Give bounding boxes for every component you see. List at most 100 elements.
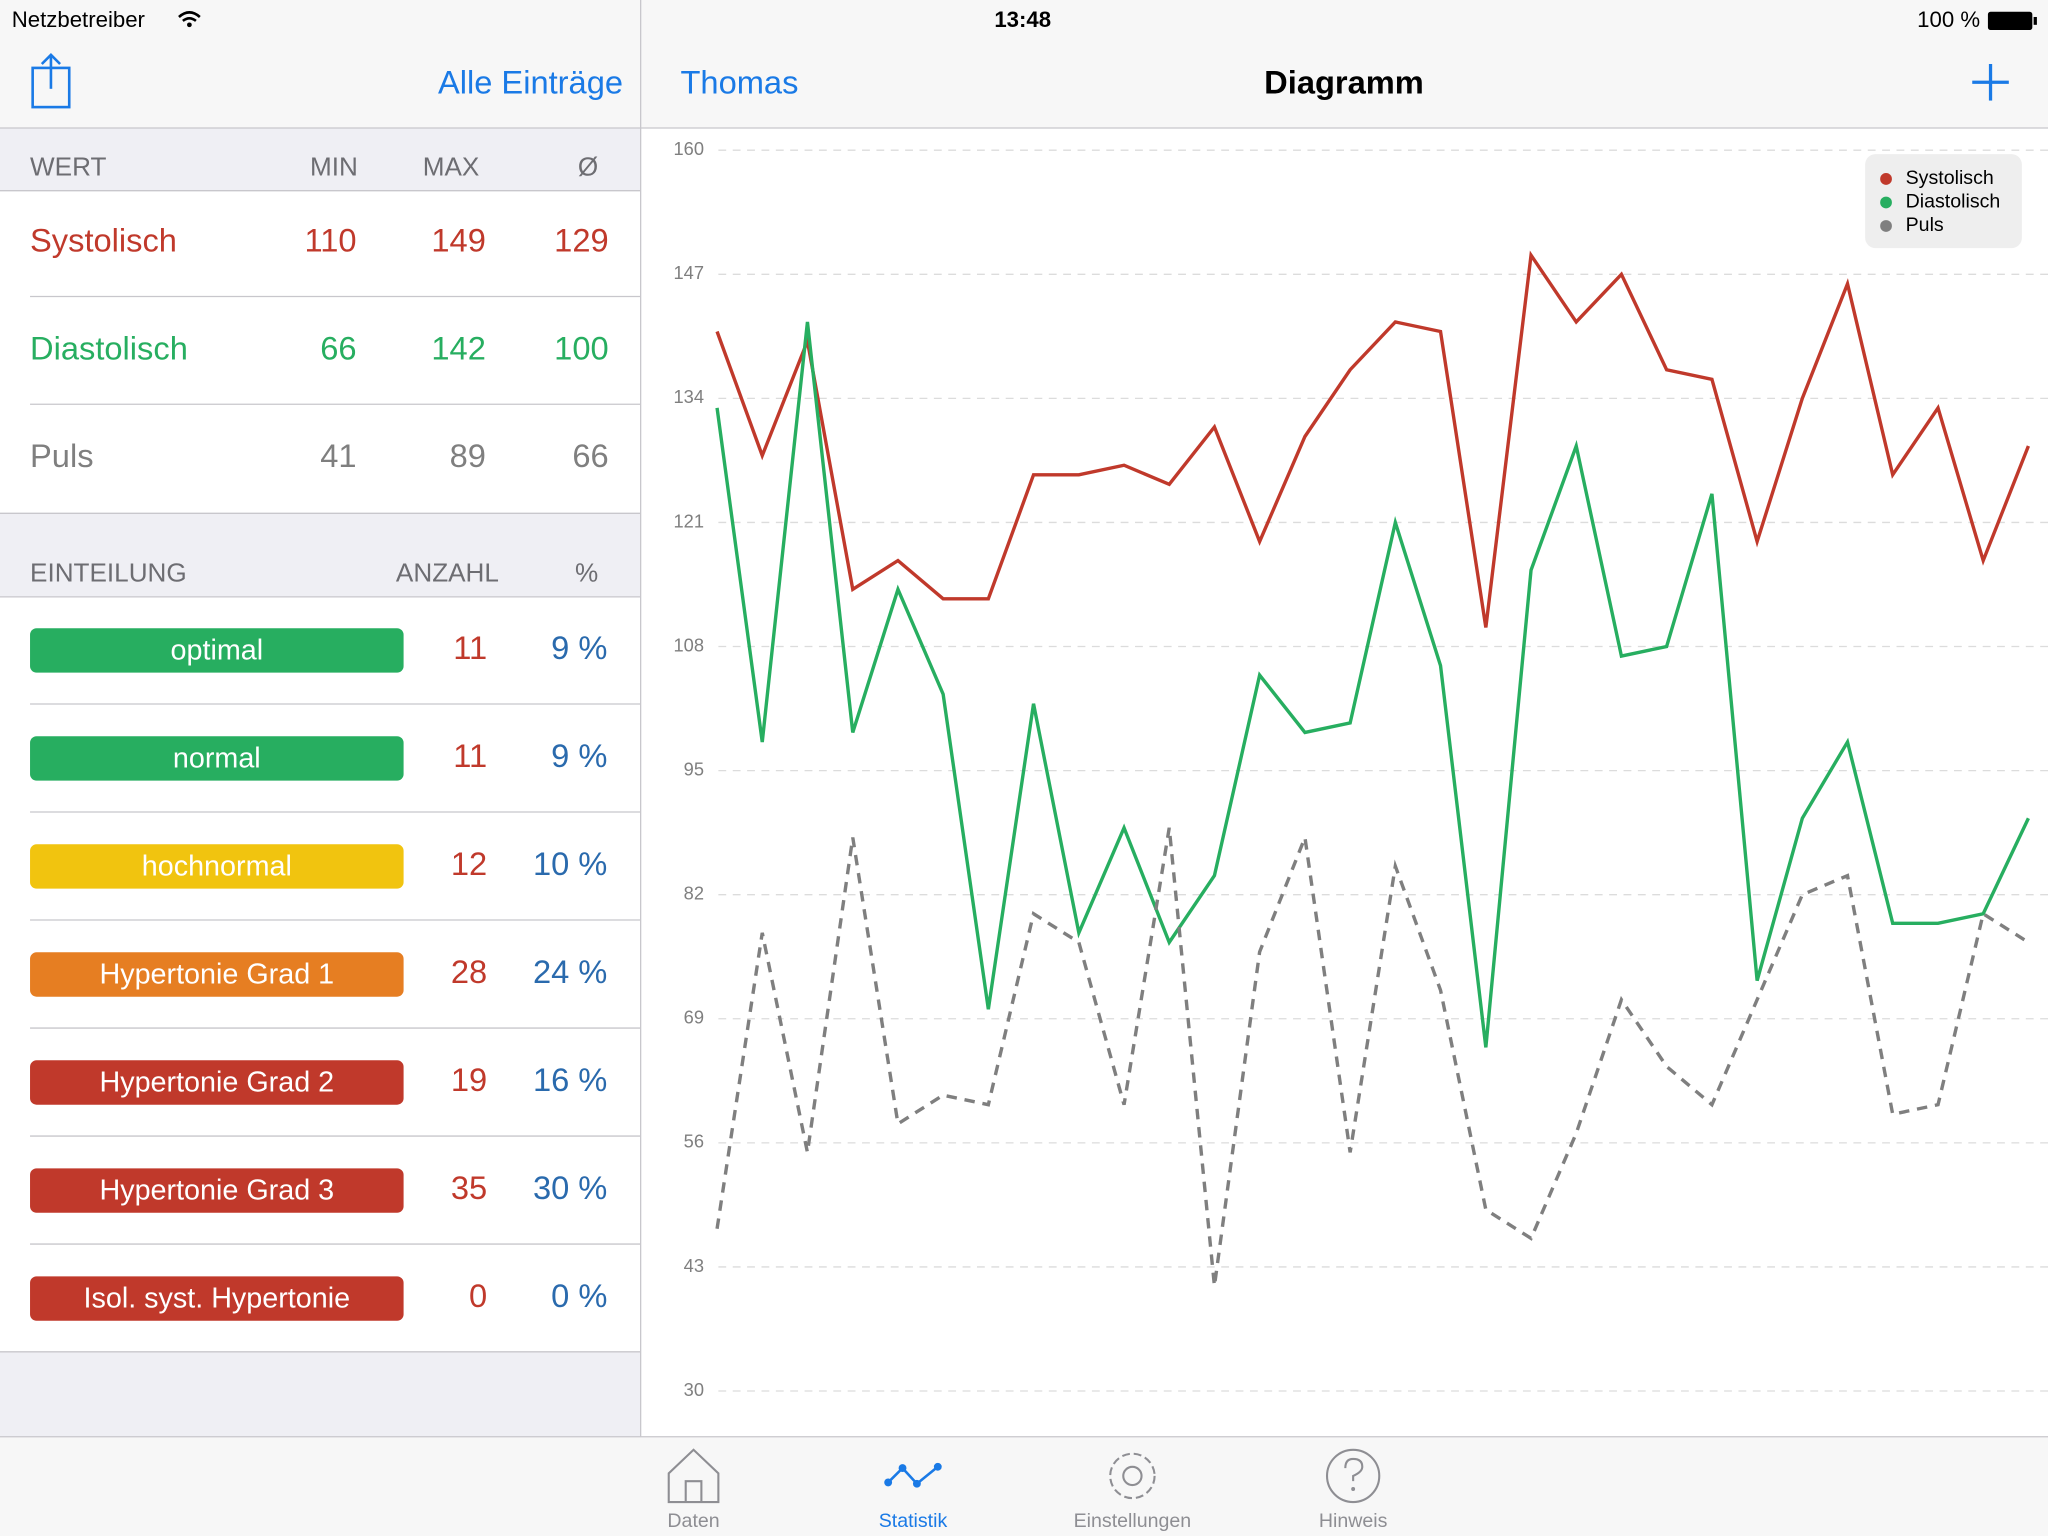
series-line xyxy=(715,827,2030,1287)
class-count: 35 xyxy=(451,1169,487,1206)
back-button[interactable]: Thomas xyxy=(680,64,798,101)
column-header: WERT xyxy=(30,151,106,181)
y-tick-label: 95 xyxy=(684,758,704,779)
share-button[interactable] xyxy=(31,53,71,109)
column-header: ANZAHL xyxy=(396,558,499,588)
legend-label: Diastolisch xyxy=(1906,191,2001,213)
class-count: 0 xyxy=(469,1277,487,1314)
stat-cell: Systolisch xyxy=(30,222,177,259)
class-label: optimal xyxy=(171,634,264,666)
nav-bar xyxy=(0,0,2048,128)
class-badge xyxy=(30,1060,404,1105)
nav-title: Diagramm xyxy=(1264,64,1424,101)
class-count: 19 xyxy=(451,1061,487,1098)
stat-cell: 66 xyxy=(320,329,356,366)
y-tick-label: 56 xyxy=(684,1131,704,1152)
class-label: normal xyxy=(173,742,261,774)
tab-icon-stats xyxy=(933,1462,942,1471)
tab-icon-stats xyxy=(887,1465,939,1486)
clock: 13:48 xyxy=(994,7,1051,32)
tab-icon-help xyxy=(1325,1448,1381,1504)
class-label: Hypertonie Grad 3 xyxy=(99,1174,334,1206)
class-count: 28 xyxy=(451,953,487,990)
tab-icon-help xyxy=(1344,1457,1364,1482)
carrier: Netzbetreiber xyxy=(12,7,146,32)
tab-label[interactable]: Daten xyxy=(667,1510,719,1532)
stat-cell: 142 xyxy=(431,329,485,366)
class-percent: 30 % xyxy=(533,1169,607,1206)
stat-cell: Puls xyxy=(30,437,94,474)
class-percent: 9 % xyxy=(551,629,607,666)
class-badge xyxy=(30,1168,404,1213)
column-header: Ø xyxy=(578,151,598,181)
wifi-icon xyxy=(178,11,201,22)
y-tick-label: 108 xyxy=(674,634,704,655)
class-percent: 10 % xyxy=(533,845,607,882)
wifi-icon xyxy=(187,22,192,28)
tab-icon-stats xyxy=(912,1479,921,1488)
y-tick-label: 134 xyxy=(674,386,704,407)
column-header: % xyxy=(575,558,598,588)
y-tick-label: 121 xyxy=(674,510,704,531)
class-count: 11 xyxy=(453,737,487,774)
class-count: 12 xyxy=(451,845,487,882)
legend-box xyxy=(1865,154,2022,249)
legend-swatch xyxy=(1880,220,1892,232)
stat-cell: Diastolisch xyxy=(30,329,188,366)
stat-cell: 110 xyxy=(305,222,357,259)
stat-cell: 89 xyxy=(450,437,486,474)
y-tick-label: 160 xyxy=(674,138,704,159)
class-percent: 24 % xyxy=(533,953,607,990)
content: Daten Statistik Einstellungen Hinweis WERT MI… xyxy=(30,138,2048,1532)
share-icon xyxy=(40,53,62,65)
column-header: MIN xyxy=(310,151,358,181)
class-label: hochnormal xyxy=(142,850,292,882)
class-percent: 9 % xyxy=(551,737,607,774)
y-tick-label: 43 xyxy=(684,1255,704,1276)
class-badge xyxy=(30,736,404,781)
add-button[interactable] xyxy=(1972,63,2009,101)
stat-cell: 100 xyxy=(554,329,608,366)
class-percent: 16 % xyxy=(533,1061,607,1098)
y-tick-label: 82 xyxy=(684,883,704,904)
tab-icon-home xyxy=(667,1448,720,1504)
legend-swatch xyxy=(1880,173,1892,185)
class-badge xyxy=(30,1276,404,1321)
tab-icon-settings xyxy=(1109,1452,1156,1500)
class-percent: 0 % xyxy=(551,1277,607,1314)
class-label: Hypertonie Grad 2 xyxy=(99,1066,334,1098)
class-label: Hypertonie Grad 1 xyxy=(99,958,334,990)
tab-icon-stats xyxy=(898,1464,907,1472)
class-count: 11 xyxy=(453,629,487,666)
class-badge xyxy=(30,952,404,997)
column-header: MAX xyxy=(423,151,480,181)
tab-label[interactable]: Hinweis xyxy=(1319,1510,1388,1532)
battery-text: 100 % xyxy=(1917,7,1980,32)
y-tick-label: 147 xyxy=(674,262,704,283)
tab-icon-settings xyxy=(1122,1465,1143,1487)
stat-cell: 149 xyxy=(431,222,485,259)
tab-label[interactable]: Einstellungen xyxy=(1074,1510,1192,1532)
all-entries-button[interactable]: Alle Einträge xyxy=(438,64,623,101)
battery-icon xyxy=(2033,16,2037,25)
class-label: Isol. syst. Hypertonie xyxy=(84,1282,351,1314)
tab-icon-help xyxy=(1351,1487,1356,1491)
stat-cell: 41 xyxy=(320,437,356,474)
stat-cell: 66 xyxy=(572,437,608,474)
tab-bar xyxy=(0,1436,2048,1536)
stat-cell: 129 xyxy=(554,222,608,259)
series-line xyxy=(715,250,2030,628)
legend-swatch xyxy=(1880,196,1892,209)
tab-label[interactable]: Statistik xyxy=(879,1510,948,1532)
class-badge xyxy=(30,844,404,889)
y-tick-label: 30 xyxy=(684,1379,704,1400)
column-header: EINTEILUNG xyxy=(30,558,187,588)
series-line xyxy=(715,321,2030,1048)
y-tick-label: 69 xyxy=(684,1007,704,1028)
legend-label: Puls xyxy=(1906,214,1944,236)
stats-bg xyxy=(0,190,640,514)
class-badge xyxy=(30,628,404,673)
legend-label: Systolisch xyxy=(1906,167,1994,189)
tab-icon-stats xyxy=(884,1478,893,1487)
